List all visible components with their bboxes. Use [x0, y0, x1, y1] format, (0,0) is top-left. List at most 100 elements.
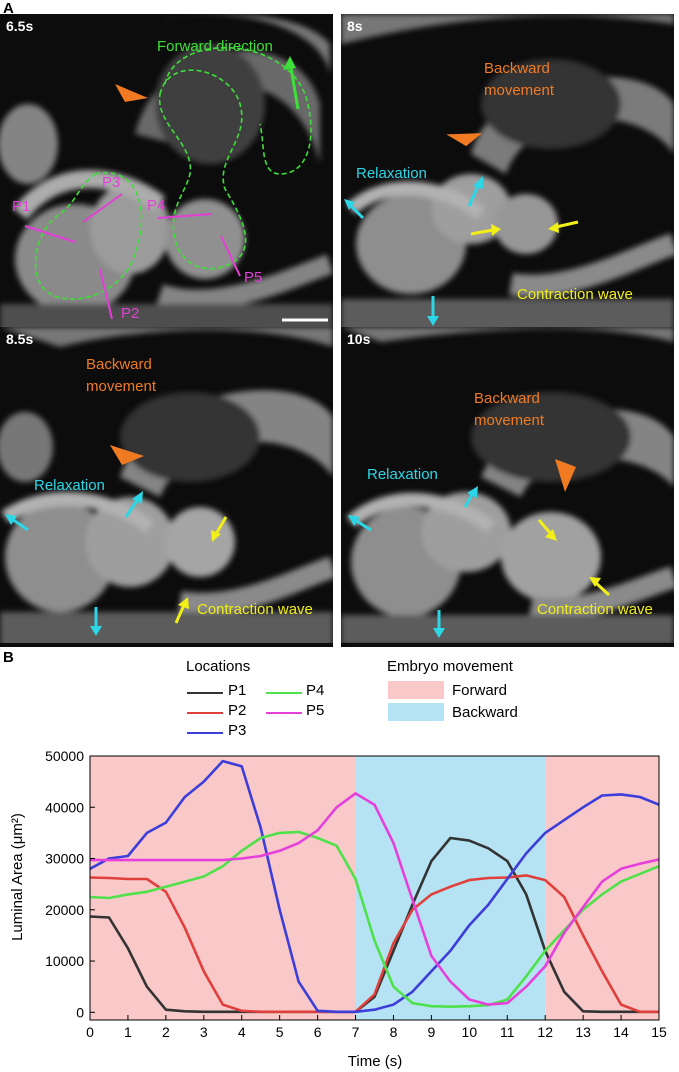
series-line-p2 [89, 874, 659, 1014]
contraction-arrowhead-icon [589, 577, 601, 587]
legend-label-p5: P5 [306, 702, 325, 719]
micrograph-8-5s: 8.5s Backward movement Relaxation Contra… [0, 327, 333, 647]
p2-line [99, 268, 113, 320]
relaxation-arrow-icon [124, 498, 140, 518]
backward-movement-label: Backward movement [86, 356, 157, 395]
x-tick-label: 4 [238, 1024, 246, 1040]
micrograph-tissue [341, 327, 674, 643]
relaxation-arrowhead-icon [90, 626, 102, 636]
p1-line [24, 225, 76, 243]
forward-arrowhead-icon [283, 56, 296, 70]
series-line-p1 [89, 836, 659, 1014]
relaxation-label: Relaxation [356, 165, 427, 182]
p5-label: P5 [244, 269, 263, 286]
x-tick-label: 3 [200, 1024, 208, 1040]
relaxation-arrow-icon [467, 183, 481, 207]
legend-label-backward: Backward [452, 704, 518, 721]
contraction-arrow-icon [555, 220, 579, 229]
panel-b-label: B [3, 649, 14, 666]
legend-movement-title: Embryo movement [387, 658, 513, 675]
timestamp: 8.5s [6, 331, 34, 347]
timestamp: 8s [347, 18, 363, 34]
contraction-wave-label: Contraction wave [517, 286, 633, 303]
micrograph-8s: 8s Backward movement Relaxation Contract… [341, 14, 674, 334]
outline-dashed [158, 69, 247, 270]
relaxation-arrowhead-icon [473, 176, 483, 189]
relaxation-arrowhead-icon [348, 515, 360, 526]
relaxation-arrowhead-icon [467, 486, 478, 498]
p1-label: P1 [12, 198, 31, 215]
relaxation-arrow-icon [463, 492, 475, 508]
x-tick-label: 14 [613, 1024, 629, 1040]
legend-label-p4: P4 [306, 682, 325, 699]
p2-label: P2 [121, 305, 140, 322]
x-tick-label: 7 [352, 1024, 360, 1040]
contraction-arrow-icon [594, 581, 611, 597]
contraction-arrowhead-icon [548, 222, 559, 233]
x-tick-label: 15 [651, 1024, 667, 1040]
contraction-arrowhead-icon [491, 224, 501, 236]
shaded-region-forward [545, 756, 659, 1020]
luminal-area-chart: 0 1 2 3 4 5 6 7 8 9 10 11 12 13 14 15010000200003000040… [9, 748, 667, 1070]
p4-label: P4 [147, 197, 166, 214]
y-tick-label: 30000 [45, 851, 84, 867]
orange-arrowhead-icon [446, 133, 483, 147]
p3-label: P3 [102, 174, 121, 191]
panel-a-label: A [3, 0, 14, 17]
backward-movement-label: Backward movement [474, 390, 545, 429]
legend-swatch-forward [388, 681, 444, 699]
shaded-region-forward [90, 756, 356, 1020]
y-tick-label: 40000 [45, 799, 84, 815]
legend-swatch-p2 [187, 712, 223, 714]
orange-arrowhead-icon [110, 445, 144, 465]
micrograph-6-5s: 6.5s Forward direction P1 P3 P4 P2 P5 [0, 14, 333, 334]
x-tick-label: 11 [500, 1024, 515, 1040]
relaxation-arrowhead-icon [427, 316, 439, 326]
y-tick-label: 10000 [45, 953, 84, 969]
x-tick-label: 1 [124, 1024, 132, 1040]
relaxation-arrowhead-icon [5, 514, 17, 525]
legend-label-p3: P3 [228, 722, 247, 739]
y-axis-label: Luminal Area (μm²) [9, 813, 26, 941]
contraction-wave-label: Contraction wave [537, 601, 653, 618]
legend: Locations P1 P2 P3 P4 P5 Embryo movement… [0, 650, 679, 740]
contraction-arrowhead-icon [178, 597, 189, 609]
y-tick-label: 20000 [45, 902, 84, 918]
legend-swatch-backward [388, 703, 444, 721]
contraction-arrow-icon [537, 519, 553, 535]
micrograph-tissue [0, 14, 333, 334]
legend-label-p1: P1 [228, 682, 247, 699]
relaxation-arrowhead-icon [433, 628, 445, 638]
timestamp: 10s [347, 331, 371, 347]
x-tick-label: 8 [390, 1024, 398, 1040]
timestamp: 6.5s [6, 18, 34, 34]
p5-line [220, 235, 241, 277]
relaxation-arrowhead-icon [344, 199, 355, 210]
micrograph-10s: 10s Backward movement Relaxation Contrac… [341, 327, 674, 647]
orange-arrowhead-icon [555, 459, 576, 492]
p4-line [157, 213, 213, 219]
contraction-arrowhead-icon [211, 530, 221, 542]
forward-arrow-icon [288, 61, 300, 110]
outline-dashed [164, 46, 312, 175]
y-tick-label: 0 [76, 1004, 84, 1020]
x-tick-label: 0 [86, 1024, 94, 1040]
x-tick-label: 5 [276, 1024, 284, 1040]
legend-swatch-p3 [187, 732, 223, 734]
legend-swatch-p5 [266, 712, 302, 714]
series-line-p4 [89, 830, 660, 1009]
x-tick-label: 13 [575, 1024, 591, 1040]
contraction-arrow-icon [174, 604, 186, 624]
legend-swatch-p1 [187, 692, 223, 694]
contraction-wave-label: Contraction wave [197, 601, 313, 618]
relaxation-arrow-icon [11, 517, 29, 532]
y-tick-label: 50000 [45, 748, 84, 764]
x-tick-label: 2 [162, 1024, 170, 1040]
contraction-arrow-icon [470, 228, 494, 236]
orange-arrowhead-icon [115, 84, 148, 102]
contraction-arrowhead-icon [545, 529, 557, 541]
forward-direction-label: Forward direction [157, 38, 273, 55]
x-tick-label: 9 [428, 1024, 436, 1040]
x-tick-label: 6 [314, 1024, 322, 1040]
x-axis-label: Time (s) [348, 1053, 402, 1070]
